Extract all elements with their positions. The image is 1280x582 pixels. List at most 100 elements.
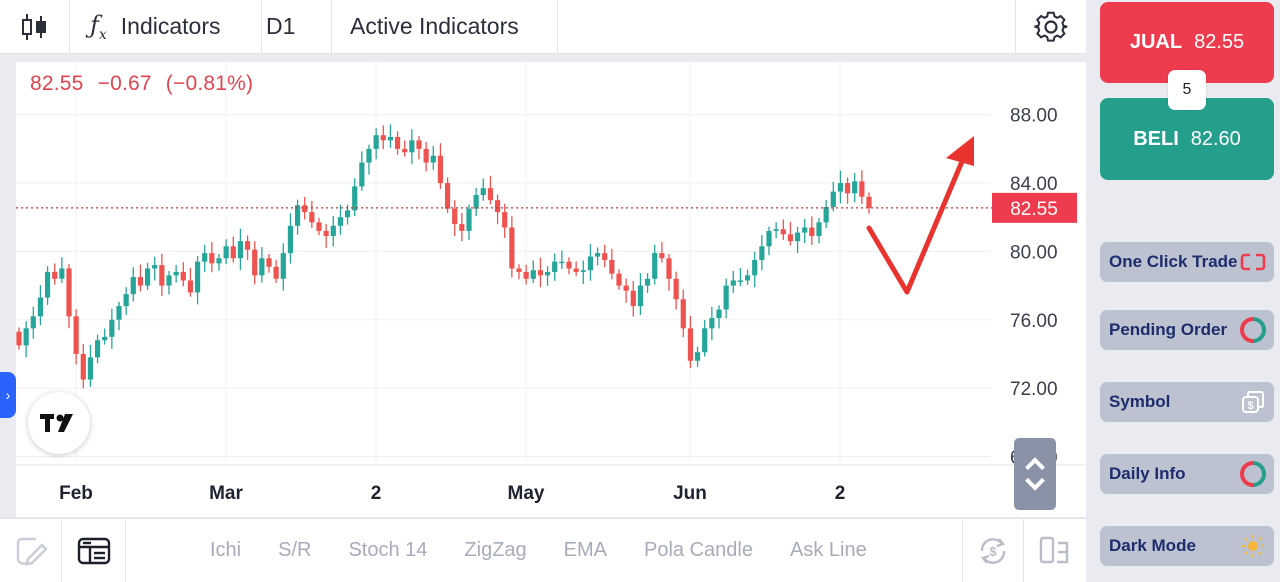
quick-indicator-zigzag[interactable]: ZigZag xyxy=(464,539,527,561)
dark-mode-button[interactable]: Dark Mode xyxy=(1100,526,1274,566)
sync-button[interactable]: $ xyxy=(962,519,1024,582)
candle-body xyxy=(59,268,65,279)
toggle-icon xyxy=(1240,249,1266,275)
daily-info-button[interactable]: Daily Info xyxy=(1100,454,1274,494)
expand-sidebar-tab[interactable]: › xyxy=(0,372,16,418)
daily-info-label: Daily Info xyxy=(1109,464,1186,483)
symbol-label: Symbol xyxy=(1109,392,1171,411)
quick-indicator-pola-candle[interactable]: Pola Candle xyxy=(644,539,753,561)
candle-body xyxy=(159,265,165,286)
candle-body xyxy=(487,188,494,201)
candle-body xyxy=(394,136,401,149)
sun-icon xyxy=(1240,533,1266,559)
timeframe-label: D1 xyxy=(266,13,296,39)
timeframe-button[interactable]: D1 xyxy=(262,0,332,53)
x-tick-label: Feb xyxy=(59,483,93,504)
candle-body xyxy=(387,136,394,141)
chart-panel[interactable]: 88.0084.0080.0076.0072.0068.00FebMar2May… xyxy=(16,62,1086,517)
quick-indicator-ask-line[interactable]: Ask Line xyxy=(789,539,867,561)
candle-body xyxy=(609,259,615,274)
candle-body xyxy=(37,297,44,317)
y-tick-label: 80.00 xyxy=(1010,242,1058,263)
sell-button[interactable]: JUAL 82.55 xyxy=(1100,2,1274,83)
candle-body xyxy=(587,256,594,271)
candle-body xyxy=(23,328,29,346)
candle-body xyxy=(730,280,736,286)
candle-body xyxy=(430,155,436,163)
candle-body xyxy=(166,275,172,286)
table-icon xyxy=(77,537,110,564)
trade-panel: JUAL 82.55 BELI 82.60 5 One Click Trade … xyxy=(1086,0,1280,582)
candlestick-chart[interactable]: 88.0084.0080.0076.0072.0068.00FebMar2May… xyxy=(16,62,1086,517)
candle-body xyxy=(52,271,58,279)
svg-text:$: $ xyxy=(1247,400,1253,412)
buy-button[interactable]: BELI 82.60 xyxy=(1100,98,1274,180)
indicators-label: Indicators xyxy=(120,13,221,39)
candle-body xyxy=(787,234,794,242)
price-scale-scroll-button[interactable] xyxy=(1014,438,1056,510)
candle-body xyxy=(637,285,644,307)
drawing-tools-button[interactable] xyxy=(0,519,62,582)
indicators-button[interactable]: ƒx Indicators xyxy=(70,0,262,53)
candle-body xyxy=(366,148,372,163)
candle-body xyxy=(423,148,429,163)
quick-indicator-stoch[interactable]: Stoch 14 xyxy=(348,539,428,561)
price-change: −0.67 xyxy=(97,72,152,95)
candle-body xyxy=(523,271,529,279)
candle-body xyxy=(673,278,679,300)
candle-body xyxy=(116,306,122,320)
candle-body xyxy=(109,319,115,337)
active-indicators-button[interactable]: Active Indicators xyxy=(332,0,558,53)
candle-body xyxy=(302,205,308,213)
candle-body xyxy=(694,352,701,361)
candle-body xyxy=(259,258,265,276)
quick-indicator-list: Ichi S/R Stoch 14 ZigZag EMA Pola Candle… xyxy=(126,539,962,562)
active-indicators-label: Active Indicators xyxy=(350,13,519,39)
candle-body xyxy=(459,224,465,231)
candle-body xyxy=(802,227,808,233)
layout-button[interactable] xyxy=(1024,519,1086,582)
function-icon: ƒx xyxy=(90,10,107,43)
quick-indicator-ema[interactable]: EMA xyxy=(563,539,608,561)
candle-body xyxy=(337,217,344,226)
x-tick-label: May xyxy=(508,483,545,504)
candle-body xyxy=(309,212,315,223)
candle-body xyxy=(566,261,572,269)
pending-order-button[interactable]: Pending Order xyxy=(1100,310,1274,350)
candle-body xyxy=(380,135,386,141)
candle-body xyxy=(687,328,694,361)
indicator-table-button[interactable] xyxy=(62,519,126,582)
candle-body xyxy=(509,227,515,269)
candle-body xyxy=(344,210,351,218)
one-click-trade-button[interactable]: One Click Trade xyxy=(1100,242,1274,282)
candle-body xyxy=(252,249,258,276)
candle-body xyxy=(373,135,379,149)
candle-body xyxy=(130,277,136,295)
candle-body xyxy=(644,278,651,286)
price-change-pct: (−0.81%) xyxy=(165,72,254,95)
lot-size-input[interactable]: 5 xyxy=(1168,70,1206,110)
candle-body xyxy=(716,309,722,319)
symbol-button[interactable]: Symbol $ xyxy=(1100,382,1274,422)
candle-body xyxy=(223,246,229,259)
candle-body xyxy=(444,183,451,209)
layout-icon xyxy=(1039,536,1069,563)
candle-body xyxy=(552,261,558,272)
tradingview-logo[interactable] xyxy=(28,392,90,454)
candlestick-icon xyxy=(21,13,46,40)
settings-button[interactable] xyxy=(1016,0,1086,53)
candle-body xyxy=(666,258,672,279)
dark-mode-label: Dark Mode xyxy=(1109,536,1196,555)
chart-type-button[interactable] xyxy=(0,0,70,53)
chevron-right-icon: › xyxy=(5,387,11,403)
y-tick-label: 76.00 xyxy=(1010,311,1058,332)
quick-indicator-ichi[interactable]: Ichi xyxy=(210,539,242,561)
toolbar-spacer xyxy=(558,0,1016,53)
annotation-arrow-line xyxy=(866,149,969,295)
quick-indicator-sr[interactable]: S/R xyxy=(278,539,312,561)
candle-body xyxy=(180,271,186,281)
candle-body xyxy=(502,212,508,228)
daily-info-icon xyxy=(1240,461,1266,487)
candle-body xyxy=(744,275,751,281)
candle-body xyxy=(209,253,215,264)
